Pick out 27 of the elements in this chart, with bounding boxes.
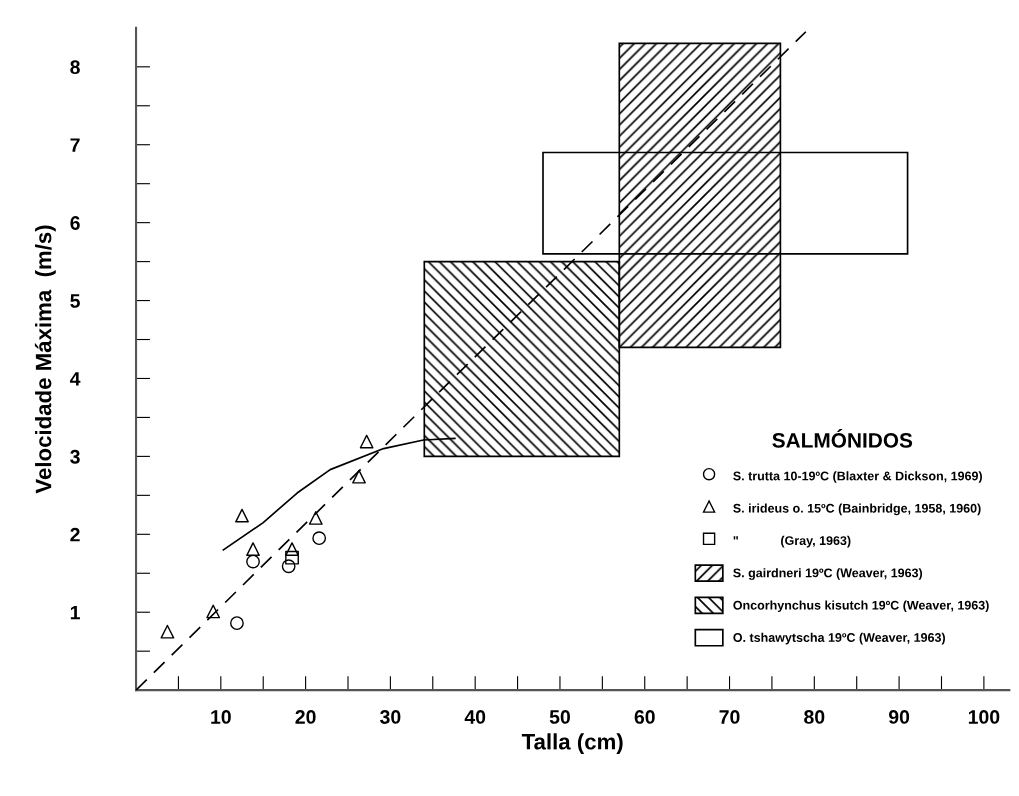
x-tick-label: 70 [719,710,740,724]
legend-label: O. tshawytscha 19ºC (Weaver, 1963) [733,632,945,645]
x-tick-label: 10 [211,710,231,724]
y-tick-label: 3 [70,449,80,464]
legend-label: " (Gray, 1963) [733,535,851,548]
y-tick-label: 4 [69,372,81,386]
x-axis-title: Talla (cm) [521,733,623,754]
x-tick-label: 50 [549,710,570,724]
x-tick-label: 80 [804,710,825,724]
legend-title: SALMÓNIDOS [772,429,913,448]
legend-label: S. irideus o. 15ºC (Bainbridge, 1958, 1960) [733,503,981,516]
x-tick-label: 40 [464,710,486,724]
x-tick-label: 60 [634,710,655,724]
y-tick-label: 8 [70,60,80,75]
y-tick-label: 7 [70,138,80,152]
y-axis-title: Velocidade Máxima (m/s) [34,225,56,494]
x-tick-label: 100 [968,710,1000,724]
legend-label: Oncorhynchus kisutch 19ºC (Weaver, 1963) [733,600,989,613]
x-tick-label: 20 [295,710,316,724]
y-tick-label: 2 [70,527,80,542]
y-tick-label: 1 [70,605,80,620]
x-tick-label: 90 [888,710,910,724]
y-tick-label: 5 [70,294,80,308]
legend-label: S. gairdneri 19ºC (Weaver, 1963) [733,568,923,580]
legend-label: S. trutta 10-19ºC (Blaxter & Dickson, 1969) [733,471,982,483]
x-tick-label: 30 [380,710,401,724]
y-tick-label: 6 [70,216,80,230]
